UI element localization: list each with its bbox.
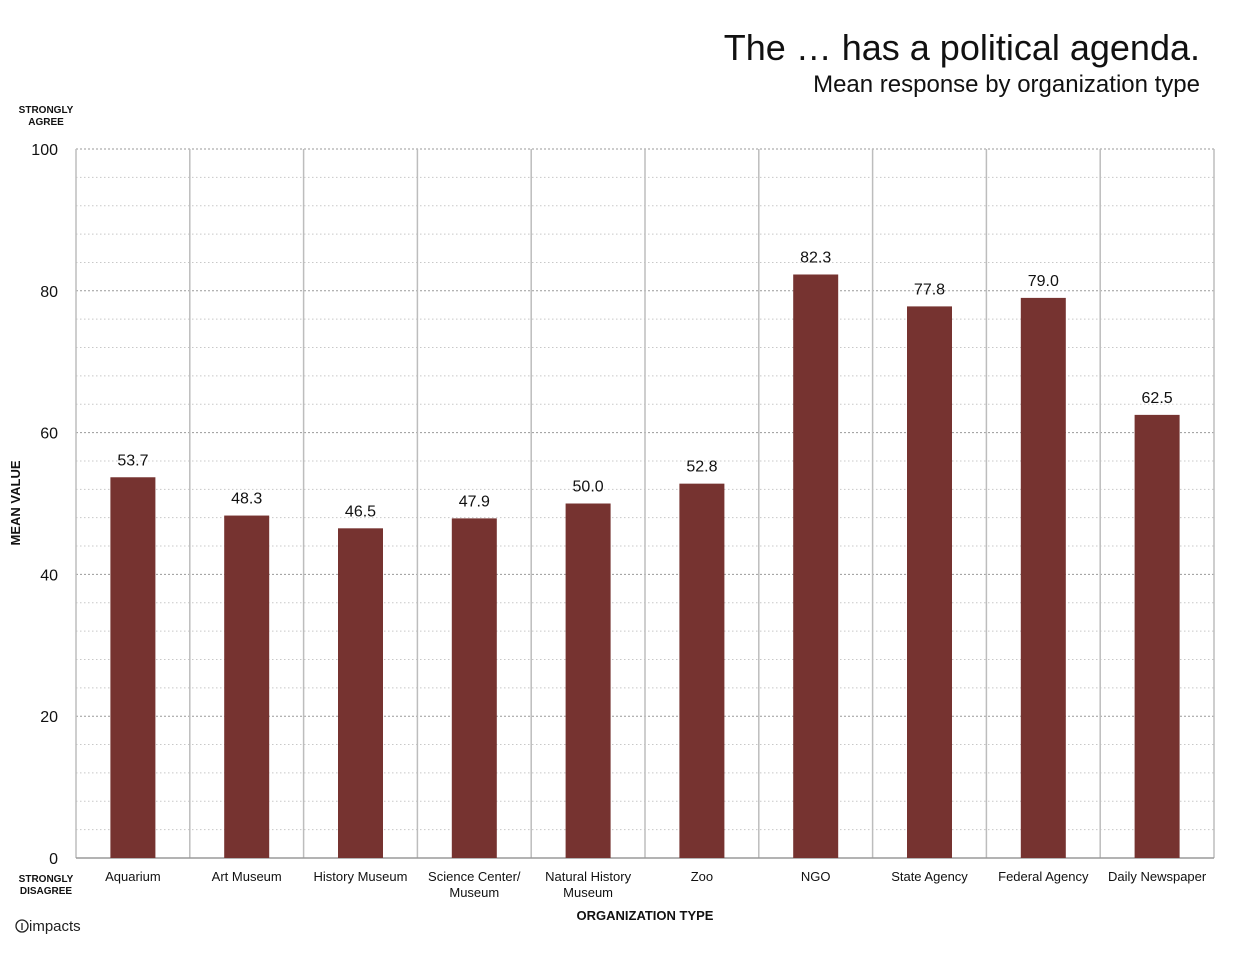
x-tick-label: Natural History bbox=[545, 869, 631, 884]
bar bbox=[565, 503, 611, 858]
labels: 0 20 40 60 80 100 53.7 Aquarium 48.3 Art Museum 46… bbox=[31, 142, 1207, 900]
bar-value-label: 82.3 bbox=[800, 249, 831, 266]
bar bbox=[224, 515, 270, 858]
y-tick-label: 20 bbox=[40, 709, 58, 726]
bar-value-label: 52.8 bbox=[686, 459, 717, 476]
x-tick-label: NGO bbox=[801, 869, 831, 884]
y-top-anchor-line2: AGREE bbox=[28, 117, 64, 128]
bar bbox=[1020, 297, 1066, 858]
bar bbox=[110, 477, 156, 858]
x-tick-label: Museum bbox=[449, 885, 499, 900]
x-tick-label: Art Museum bbox=[212, 869, 282, 884]
y-tick-label: 100 bbox=[31, 142, 58, 159]
y-tick-label: 40 bbox=[40, 567, 58, 584]
chart-title: The … has a political agenda. bbox=[724, 27, 1200, 68]
bar-value-label: 79.0 bbox=[1028, 273, 1059, 290]
bar bbox=[907, 306, 952, 858]
y-axis-title: MEAN VALUE bbox=[8, 460, 23, 545]
x-tick-label: Science Center/ bbox=[428, 869, 521, 884]
bar-value-label: 62.5 bbox=[1142, 390, 1173, 407]
bar-value-label: 48.3 bbox=[231, 491, 262, 508]
y-tick-label: 60 bbox=[40, 426, 58, 443]
x-tick-label: Federal Agency bbox=[998, 869, 1089, 884]
logo-text: impacts bbox=[29, 918, 81, 935]
x-tick-label: History Museum bbox=[314, 869, 408, 884]
bar-value-label: 77.8 bbox=[914, 281, 945, 298]
y-top-anchor-line1: STRONGLY bbox=[19, 105, 74, 116]
x-tick-label: Aquarium bbox=[105, 869, 161, 884]
y-tick-label: 0 bbox=[49, 851, 58, 868]
x-tick-label: Daily Newspaper bbox=[1108, 869, 1207, 884]
chart-subtitle: Mean response by organization type bbox=[813, 71, 1200, 98]
y-bottom-anchor-line2: DISAGREE bbox=[20, 886, 73, 897]
bar bbox=[1134, 414, 1180, 858]
bars bbox=[110, 274, 1180, 858]
bar-value-label: 47.9 bbox=[459, 493, 490, 510]
bar bbox=[338, 528, 383, 858]
bar bbox=[451, 518, 497, 858]
x-axis-title: ORGANIZATION TYPE bbox=[577, 908, 714, 923]
bar bbox=[679, 483, 725, 858]
x-tick-label: Zoo bbox=[691, 869, 713, 884]
y-tick-label: 80 bbox=[40, 284, 58, 301]
y-bottom-anchor-line1: STRONGLY bbox=[19, 874, 74, 885]
bar-value-label: 53.7 bbox=[117, 452, 148, 469]
logo-circle-icon bbox=[15, 919, 29, 933]
x-tick-label: Museum bbox=[563, 885, 613, 900]
bar-value-label: 50.0 bbox=[573, 479, 604, 496]
bar bbox=[793, 274, 839, 858]
bar-value-label: 46.5 bbox=[345, 503, 376, 520]
impacts-logo: impacts bbox=[15, 918, 81, 935]
x-tick-label: State Agency bbox=[891, 869, 968, 884]
